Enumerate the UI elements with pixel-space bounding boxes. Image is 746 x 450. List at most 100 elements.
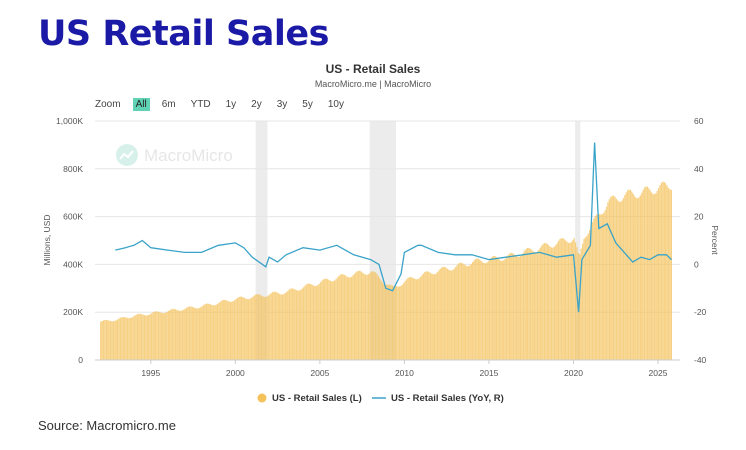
sales-bar bbox=[301, 288, 303, 360]
sales-bar bbox=[560, 238, 563, 360]
sales-bar bbox=[376, 273, 378, 360]
sales-bar bbox=[124, 317, 126, 360]
sales-bar bbox=[360, 271, 363, 360]
sales-bar bbox=[634, 196, 636, 360]
sales-bar bbox=[484, 263, 487, 360]
sales-bar bbox=[355, 272, 357, 360]
sales-bar bbox=[156, 311, 158, 360]
sales-bar bbox=[648, 188, 650, 360]
zoom-all-button[interactable]: All bbox=[132, 98, 150, 111]
sales-bar bbox=[445, 267, 447, 360]
sales-bar bbox=[239, 296, 241, 360]
sales-bar bbox=[178, 310, 181, 360]
sales-bar bbox=[266, 296, 268, 360]
legend-item-sales[interactable]: US - Retail Sales (L) bbox=[272, 393, 362, 404]
sales-bar bbox=[491, 256, 494, 360]
sales-bar bbox=[198, 308, 200, 360]
sales-bar bbox=[384, 284, 386, 360]
sales-bar bbox=[187, 306, 189, 360]
sales-bar bbox=[109, 320, 112, 360]
zoom-6m-button[interactable]: 6m bbox=[161, 99, 176, 110]
sales-bar bbox=[128, 318, 130, 360]
sales-bar bbox=[283, 294, 285, 360]
sales-bar bbox=[481, 262, 484, 360]
sales-bar bbox=[231, 301, 233, 360]
sales-bar bbox=[635, 197, 637, 360]
sales-bar bbox=[304, 285, 306, 360]
zoom-5y-button[interactable]: 5y bbox=[302, 99, 313, 110]
sales-bar bbox=[325, 278, 327, 360]
sales-bar bbox=[576, 247, 578, 360]
sales-bar bbox=[549, 246, 551, 360]
sales-bar bbox=[386, 284, 388, 360]
sales-bar bbox=[269, 294, 271, 360]
sales-bar bbox=[581, 243, 584, 360]
sales-bar bbox=[552, 247, 554, 360]
sales-bar bbox=[219, 301, 222, 360]
sales-bar bbox=[488, 259, 491, 360]
sales-bar bbox=[466, 266, 468, 360]
x-tick-label: 2005 bbox=[310, 368, 329, 378]
sales-bar bbox=[350, 276, 353, 360]
sales-bar bbox=[221, 300, 223, 360]
sales-bar bbox=[566, 241, 568, 360]
sales-bar bbox=[452, 269, 454, 360]
sales-bar bbox=[436, 272, 439, 360]
sales-bar bbox=[580, 248, 582, 360]
sales-bar bbox=[356, 271, 358, 360]
sales-bar bbox=[300, 289, 302, 360]
sales-bar bbox=[455, 266, 457, 360]
sales-bar bbox=[411, 277, 413, 360]
sales-bar bbox=[180, 310, 182, 360]
sales-bar bbox=[655, 193, 657, 360]
sales-bar bbox=[433, 274, 436, 360]
sales-bar bbox=[184, 308, 186, 360]
sales-bar bbox=[586, 235, 588, 360]
sales-bar bbox=[443, 266, 446, 360]
sales-bar bbox=[531, 250, 533, 360]
sales-bar bbox=[143, 315, 146, 360]
zoom-10y-button[interactable]: 10y bbox=[327, 99, 344, 110]
sales-bar bbox=[629, 189, 632, 360]
legend-item-yoy[interactable]: US - Retail Sales (YoY, R) bbox=[391, 393, 504, 404]
sales-bar bbox=[116, 319, 119, 360]
sales-bar bbox=[669, 189, 671, 360]
zoom-label: Zoom bbox=[95, 99, 121, 110]
sales-bar bbox=[140, 314, 143, 360]
sales-bar bbox=[276, 292, 278, 360]
sales-bar bbox=[295, 290, 298, 360]
y-right-tick-label: 60 bbox=[694, 116, 704, 126]
sales-bar bbox=[524, 250, 526, 360]
sales-bar bbox=[380, 280, 382, 360]
sales-bar bbox=[636, 198, 639, 360]
sales-bar bbox=[472, 262, 474, 360]
sales-bar bbox=[166, 311, 168, 360]
sales-bar bbox=[369, 273, 371, 360]
sales-bar bbox=[600, 214, 602, 360]
sales-bar bbox=[263, 296, 265, 360]
sales-bar bbox=[288, 289, 291, 360]
sales-bar bbox=[280, 294, 282, 360]
zoom-2y-button[interactable]: 2y bbox=[251, 99, 262, 110]
sales-bar bbox=[370, 271, 372, 360]
sales-bar bbox=[164, 312, 167, 360]
sales-bar bbox=[504, 258, 506, 360]
sales-bar bbox=[590, 226, 592, 360]
sales-bar bbox=[183, 309, 185, 360]
sales-bar bbox=[307, 283, 309, 360]
sales-bar bbox=[329, 280, 332, 360]
zoom-ytd-button[interactable]: YTD bbox=[190, 99, 211, 110]
sales-bar bbox=[619, 201, 622, 360]
sales-bar bbox=[332, 281, 334, 360]
sales-bar bbox=[390, 284, 392, 360]
sales-bar bbox=[565, 240, 567, 360]
sales-bar bbox=[545, 243, 547, 360]
sales-bar bbox=[379, 278, 381, 360]
zoom-3y-button[interactable]: 3y bbox=[276, 99, 288, 110]
sales-bar bbox=[391, 285, 394, 360]
sales-bar bbox=[572, 240, 574, 360]
sales-bar bbox=[556, 242, 558, 360]
zoom-1y-button[interactable]: 1y bbox=[225, 99, 237, 110]
sales-bar bbox=[438, 270, 440, 360]
sales-bar bbox=[167, 311, 170, 360]
